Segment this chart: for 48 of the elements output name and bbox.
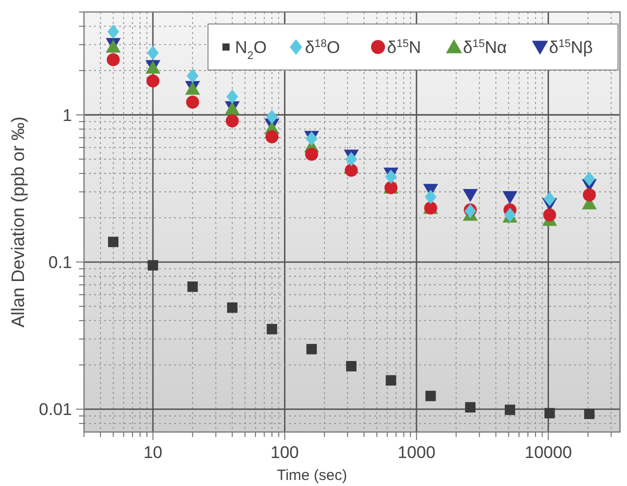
point (146, 74, 160, 88)
point (186, 68, 198, 84)
point (345, 152, 358, 166)
point (424, 190, 436, 204)
point (266, 324, 278, 334)
y-tick-label: 0.1 (48, 253, 72, 272)
point (186, 96, 200, 109)
point (425, 390, 436, 402)
point (266, 110, 278, 124)
y-tick-label: 1 (62, 106, 72, 125)
point (465, 402, 476, 413)
legend-label: δ$^{15}$N (387, 38, 422, 57)
point (544, 408, 555, 418)
point (148, 260, 158, 271)
point (306, 344, 317, 354)
point (147, 46, 159, 60)
legend-label: δ$^{15}$Nα (463, 38, 508, 57)
legend-label: δ$^{18}$O (305, 38, 340, 57)
point (107, 24, 120, 39)
point (544, 192, 556, 206)
y-axis-title: Allan Deviation (ppb or ‰) (8, 116, 28, 328)
x-tick-label: 10 (143, 443, 162, 462)
y-tick-label: 0.01 (38, 400, 72, 420)
point (386, 375, 396, 386)
x-axis-title: Time (sec) (276, 467, 348, 484)
point (106, 53, 120, 66)
point (265, 130, 278, 144)
point (502, 191, 518, 204)
x-tick-label: 100 (270, 443, 299, 462)
point (305, 148, 318, 161)
point (582, 188, 596, 202)
point (385, 170, 397, 184)
point (226, 114, 239, 128)
point (504, 404, 516, 416)
point (462, 189, 478, 202)
point (543, 208, 556, 222)
legend-label: δ$^{15}$Nβ (549, 38, 594, 57)
point (584, 408, 595, 420)
point (187, 281, 198, 292)
point (344, 164, 358, 177)
point (108, 236, 118, 248)
x-tick-label: 10000 (524, 443, 572, 462)
point (226, 89, 238, 104)
legend-label: N$_{2}$O (235, 38, 267, 62)
point (227, 302, 238, 313)
x-tick-label: 1000 (398, 443, 436, 462)
point (583, 172, 596, 186)
point (346, 360, 356, 372)
